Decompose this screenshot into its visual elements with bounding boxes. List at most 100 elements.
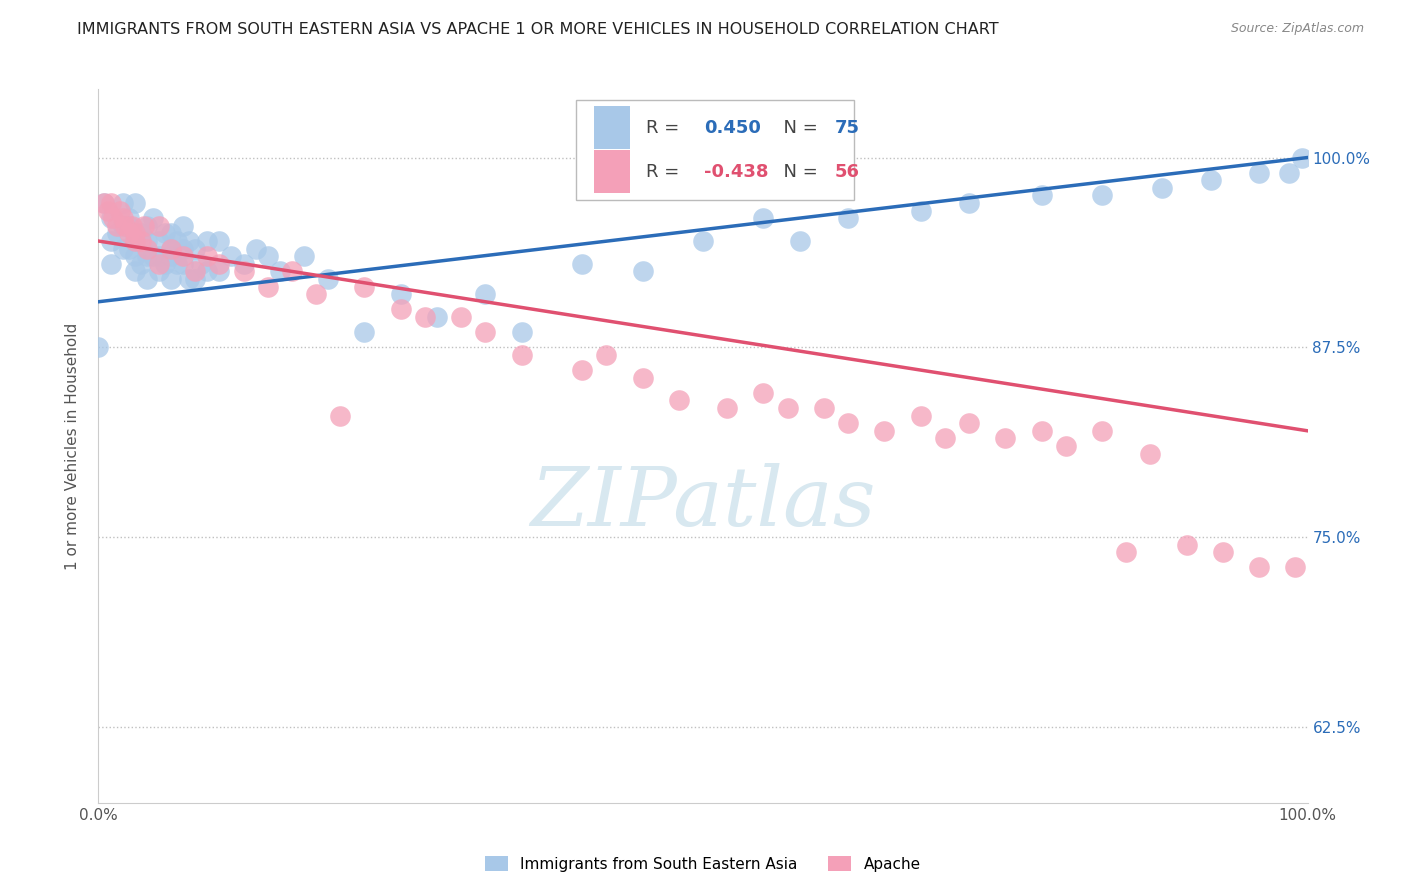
- Point: [1291, 151, 1313, 165]
- Point: [256, 249, 278, 263]
- Text: Source: ZipAtlas.com: Source: ZipAtlas.com: [1230, 22, 1364, 36]
- Point: [129, 234, 152, 248]
- Point: [179, 272, 201, 286]
- Point: [269, 264, 291, 278]
- Bar: [595, 151, 630, 194]
- Point: [111, 211, 134, 226]
- Text: R =: R =: [647, 163, 685, 181]
- Point: [124, 249, 146, 263]
- Point: [837, 416, 859, 430]
- Point: [105, 219, 128, 233]
- Point: [118, 211, 141, 226]
- Point: [776, 401, 799, 415]
- Point: [1212, 545, 1234, 559]
- Point: [160, 242, 183, 256]
- Point: [118, 242, 141, 256]
- Point: [135, 249, 157, 263]
- Point: [510, 325, 533, 339]
- Point: [124, 227, 146, 241]
- Point: [118, 227, 141, 241]
- Point: [142, 211, 165, 226]
- Point: [208, 264, 231, 278]
- Bar: [595, 106, 630, 149]
- Point: [1091, 188, 1114, 202]
- Point: [124, 227, 146, 241]
- Point: [172, 219, 194, 233]
- Point: [124, 234, 146, 248]
- Point: [160, 227, 183, 241]
- Text: ZIPatlas: ZIPatlas: [530, 463, 876, 543]
- Legend: Immigrants from South Eastern Asia, Apache: Immigrants from South Eastern Asia, Apac…: [479, 850, 927, 878]
- Point: [142, 249, 165, 263]
- Point: [571, 257, 593, 271]
- Point: [474, 325, 496, 339]
- Point: [179, 234, 201, 248]
- Text: 56: 56: [835, 163, 860, 181]
- Point: [910, 203, 932, 218]
- Point: [148, 264, 170, 278]
- Point: [195, 249, 218, 263]
- Point: [789, 234, 811, 248]
- Point: [148, 249, 170, 263]
- Point: [510, 348, 533, 362]
- Point: [1054, 439, 1077, 453]
- Point: [957, 416, 980, 430]
- Point: [292, 249, 315, 263]
- Point: [329, 409, 352, 423]
- Point: [1278, 166, 1301, 180]
- Point: [389, 302, 412, 317]
- Point: [195, 234, 218, 248]
- Point: [184, 264, 207, 278]
- Text: N =: N =: [772, 119, 824, 136]
- Text: -0.438: -0.438: [704, 163, 769, 181]
- Point: [129, 227, 152, 241]
- Point: [353, 279, 375, 293]
- Point: [813, 401, 835, 415]
- Point: [135, 234, 157, 248]
- Point: [232, 257, 254, 271]
- Point: [910, 409, 932, 423]
- Point: [166, 257, 188, 271]
- Point: [426, 310, 449, 324]
- Point: [571, 363, 593, 377]
- Point: [752, 211, 775, 226]
- Point: [631, 370, 654, 384]
- Point: [135, 242, 157, 256]
- Point: [97, 203, 120, 218]
- Point: [93, 196, 115, 211]
- Point: [1139, 447, 1161, 461]
- Point: [752, 385, 775, 400]
- Point: [100, 234, 122, 248]
- Point: [208, 257, 231, 271]
- Point: [184, 242, 207, 256]
- Point: [160, 242, 183, 256]
- Point: [957, 196, 980, 211]
- Point: [124, 196, 146, 211]
- Point: [148, 257, 170, 271]
- Point: [1284, 560, 1306, 574]
- Point: [129, 257, 152, 271]
- Point: [353, 325, 375, 339]
- Point: [413, 310, 436, 324]
- Point: [114, 219, 136, 233]
- Point: [172, 257, 194, 271]
- Point: [245, 242, 267, 256]
- Point: [148, 234, 170, 248]
- Text: R =: R =: [647, 119, 685, 136]
- Y-axis label: 1 or more Vehicles in Household: 1 or more Vehicles in Household: [65, 322, 80, 570]
- Point: [1175, 538, 1198, 552]
- Point: [1031, 424, 1053, 438]
- Point: [100, 196, 122, 211]
- Text: N =: N =: [772, 163, 824, 181]
- Point: [221, 249, 243, 263]
- Point: [134, 219, 156, 233]
- Point: [474, 287, 496, 301]
- Point: [121, 219, 143, 233]
- Point: [135, 272, 157, 286]
- Point: [172, 242, 194, 256]
- Point: [873, 424, 896, 438]
- Point: [1249, 560, 1271, 574]
- Text: IMMIGRANTS FROM SOUTH EASTERN ASIA VS APACHE 1 OR MORE VEHICLES IN HOUSEHOLD COR: IMMIGRANTS FROM SOUTH EASTERN ASIA VS AP…: [77, 22, 998, 37]
- Point: [1031, 188, 1053, 202]
- Point: [1199, 173, 1222, 187]
